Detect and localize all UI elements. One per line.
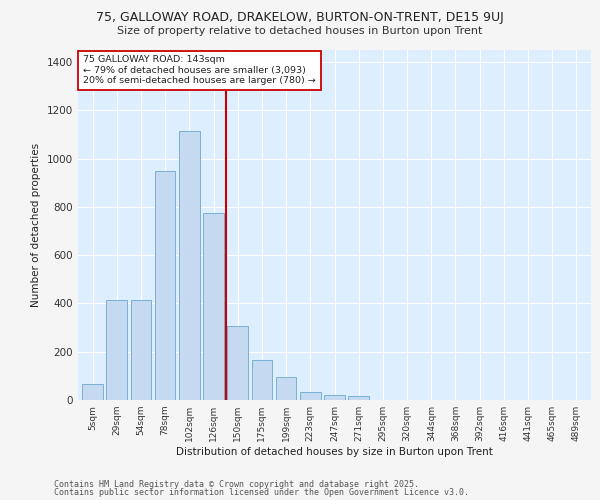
- Bar: [300, 392, 320, 400]
- Bar: [131, 300, 151, 400]
- Text: Contains public sector information licensed under the Open Government Licence v3: Contains public sector information licen…: [54, 488, 469, 497]
- Y-axis label: Number of detached properties: Number of detached properties: [31, 143, 41, 307]
- Text: 75, GALLOWAY ROAD, DRAKELOW, BURTON-ON-TRENT, DE15 9UJ: 75, GALLOWAY ROAD, DRAKELOW, BURTON-ON-T…: [96, 12, 504, 24]
- Bar: [179, 131, 200, 400]
- Text: Size of property relative to detached houses in Burton upon Trent: Size of property relative to detached ho…: [118, 26, 482, 36]
- Bar: [227, 326, 248, 400]
- Bar: [349, 396, 369, 400]
- Bar: [324, 395, 345, 400]
- Bar: [82, 384, 103, 400]
- Bar: [251, 360, 272, 400]
- Bar: [203, 213, 224, 400]
- Bar: [106, 300, 127, 400]
- Bar: [155, 170, 175, 400]
- Bar: [276, 376, 296, 400]
- Text: 75 GALLOWAY ROAD: 143sqm
← 79% of detached houses are smaller (3,093)
20% of sem: 75 GALLOWAY ROAD: 143sqm ← 79% of detach…: [83, 56, 316, 85]
- Text: Contains HM Land Registry data © Crown copyright and database right 2025.: Contains HM Land Registry data © Crown c…: [54, 480, 419, 489]
- X-axis label: Distribution of detached houses by size in Burton upon Trent: Distribution of detached houses by size …: [176, 447, 493, 457]
